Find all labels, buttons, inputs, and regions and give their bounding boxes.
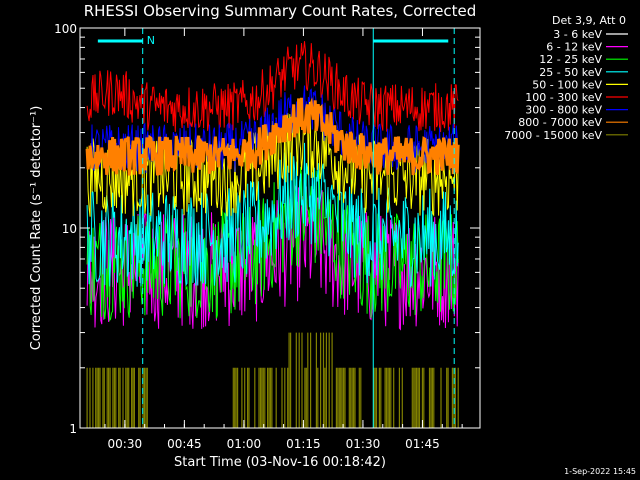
x-tick-label: 00:30 (108, 437, 143, 451)
legend-entry-label: 6 - 12 keV (546, 41, 602, 54)
chart-title: RHESSI Observing Summary Count Rates, Co… (84, 2, 477, 20)
night-marker-label: N (147, 34, 155, 47)
x-tick-label: 01:00 (227, 437, 262, 451)
legend-entry-label: 800 - 7000 keV (518, 116, 602, 129)
legend-entry-label: 50 - 100 keV (532, 78, 602, 91)
y-axis-label: Corrected Count Rate (s⁻¹ detector⁻¹) (29, 106, 44, 351)
series-300-800kev (86, 85, 459, 174)
x-tick-label: 01:30 (346, 437, 381, 451)
legend-entry-label: 7000 - 15000 keV (504, 129, 602, 142)
x-tick-label: 00:45 (167, 437, 202, 451)
y-tick-label: 10 (62, 222, 77, 236)
series-25-50kev (86, 142, 459, 289)
footer-date: 1-Sep-2022 15:45 (564, 467, 636, 476)
legend-header: Det 3,9, Att 0 (552, 14, 626, 27)
legend-entry-label: 3 - 6 keV (553, 28, 602, 41)
legend-entry-label: 100 - 300 keV (525, 91, 602, 104)
series-100-300kev (86, 41, 459, 133)
night-interval-lines: N (97, 28, 455, 428)
series-7000-15000-kev (86, 332, 459, 428)
plot-area (85, 41, 460, 428)
y-axis-ticks: 1 10 100 (54, 22, 480, 436)
x-tick-label: 01:15 (286, 437, 321, 451)
y-tick-label: 1 (69, 422, 77, 436)
legend-entry-label: 12 - 25 keV (539, 53, 602, 66)
legend-entry-label: 300 - 800 keV (525, 104, 602, 117)
x-tick-label: 01:45 (405, 437, 440, 451)
legend-entry-label: 25 - 50 keV (539, 66, 602, 79)
x-axis-label: Start Time (03-Nov-16 00:18:42) (174, 455, 386, 470)
x-axis-ticks: 00:30 00:45 01:00 01:15 01:30 01:45 (104, 28, 463, 451)
y-tick-label: 100 (54, 22, 77, 36)
series-800-7000kev (85, 97, 460, 176)
